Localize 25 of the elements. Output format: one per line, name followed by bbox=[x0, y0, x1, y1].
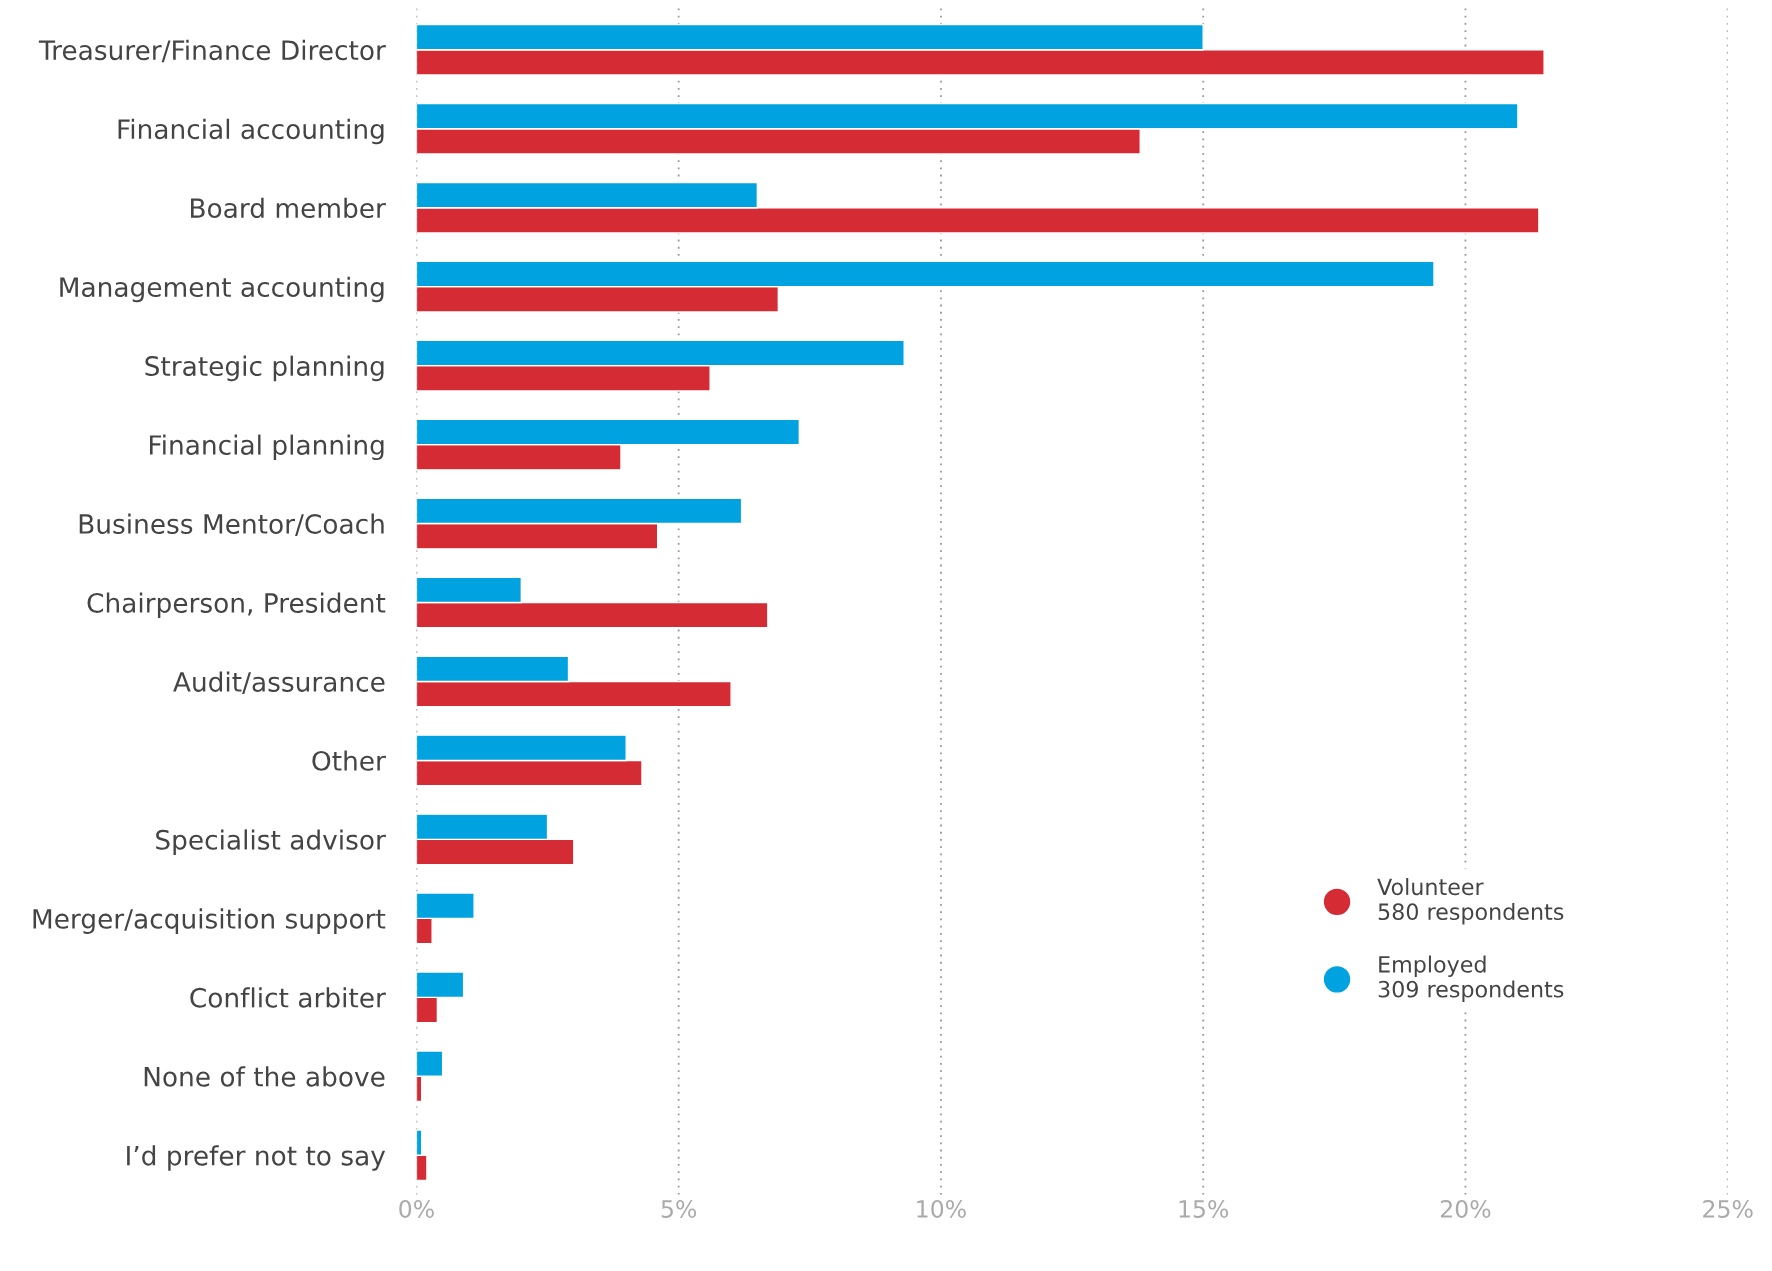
y-tick-label: Business Mentor/Coach bbox=[79, 513, 384, 537]
legend-label: Volunteer bbox=[1377, 878, 1484, 896]
y-tick-label: Specialist advisor bbox=[156, 829, 386, 855]
y-tick-label: Treasurer/Finance Director bbox=[38, 39, 386, 63]
x-tick-label: 10% bbox=[917, 1200, 966, 1218]
annotation: 309 respondents bbox=[1378, 980, 1564, 1002]
y-tick-label: Audit/assurance bbox=[173, 671, 385, 694]
annotation: 580 respondents bbox=[1378, 902, 1564, 925]
y-tick-label: Financial accounting bbox=[118, 118, 384, 145]
x-tick-label: 20% bbox=[1440, 1200, 1491, 1218]
x-tick-label: 25% bbox=[1703, 1200, 1753, 1218]
x-tick-label: 5% bbox=[661, 1200, 697, 1218]
y-tick-label: Board member bbox=[191, 197, 386, 219]
y-tick-label: Merger/acquisition support bbox=[33, 908, 386, 934]
legend-label: Employed bbox=[1379, 955, 1486, 978]
x-tick-label: 0% bbox=[399, 1200, 434, 1218]
y-tick-label: Financial planning bbox=[150, 434, 384, 461]
y-tick-label: I’d prefer not to say bbox=[127, 1145, 386, 1171]
y-tick-label: Management accounting bbox=[60, 276, 384, 303]
y-tick-label: Chairperson, President bbox=[87, 592, 386, 619]
y-tick-label: Strategic planning bbox=[145, 355, 384, 382]
y-tick-label: Conflict arbiter bbox=[190, 987, 386, 1008]
x-tick-label: 15% bbox=[1179, 1200, 1229, 1218]
y-tick-label: None of the above bbox=[144, 1066, 385, 1087]
y-tick-label: Other bbox=[312, 750, 386, 771]
